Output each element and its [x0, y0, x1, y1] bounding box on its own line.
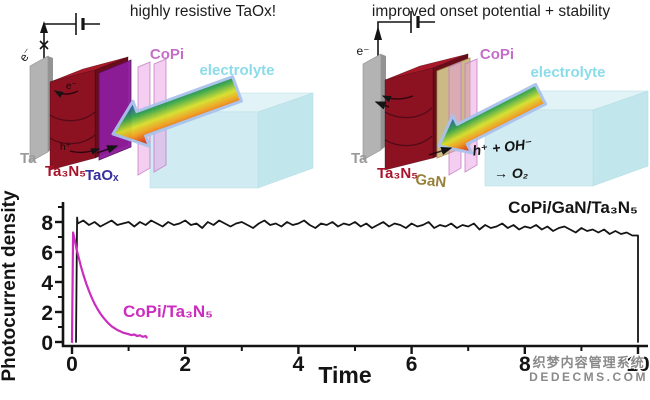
- circuit-wire: [377, 11, 435, 72]
- diagram-panel-copi-taox-ta3n5: highly resistive TaOx! e⁻: [0, 0, 325, 192]
- taox-schematic: highly resistive TaOx! e⁻: [16, 3, 314, 189]
- electron-flow-arrow-icon: [374, 26, 382, 40]
- x-tick-label: 8: [519, 353, 531, 376]
- photocurrent-chart: 0 2 4 6 8 10 0 2 4 6 8 Photocurrent density Time C…: [0, 190, 650, 400]
- inner-electron-label: e⁻: [66, 81, 77, 92]
- electron-arrow-icon: [54, 90, 79, 98]
- axis-ticks: 0 2 4 6 8 10 0 2 4 6 8: [41, 206, 650, 376]
- rainbow-light-arrow-icon: [437, 82, 548, 155]
- diagram-panel-copi-gan-ta3n5: improved onset potential + stability e⁻: [325, 0, 650, 192]
- electrolyte-label: electrolyte: [530, 64, 605, 81]
- x-tick-label: 2: [179, 353, 191, 376]
- ta3n5-box-front: [384, 67, 434, 171]
- ta3n5-label: Ta₃N₅: [45, 163, 86, 180]
- gan-label: GaN: [415, 171, 447, 191]
- watermark-line2: DEDECMS.COM: [529, 369, 648, 384]
- photocurrent-time-plot: 0 2 4 6 8 10 0 2 4 6 8 Photocurrent density Time C…: [0, 190, 650, 388]
- y-tick-label: 4: [41, 272, 53, 295]
- ta-plate: [362, 53, 382, 161]
- ta-plate: [29, 55, 49, 163]
- x-axis-label: Time: [318, 362, 371, 388]
- series-label-copi-ta3n5: CoPi/Ta₃N₅: [123, 302, 213, 321]
- electrolyte-front: [484, 109, 594, 187]
- x-tick-label: 4: [293, 353, 305, 376]
- y-axis-label: Photocurrent density: [0, 190, 20, 382]
- electron-flow-arrow-icon: [40, 21, 48, 33]
- ta3n5-label: Ta₃N₅: [377, 165, 418, 182]
- carrier-arrows: [374, 95, 453, 156]
- x-tick-label: 10: [626, 353, 649, 376]
- electron-arrow-icon: [381, 95, 414, 103]
- y-tick-label: 2: [41, 302, 53, 325]
- y-tick-label: 8: [41, 212, 53, 235]
- y-tick-label: 0: [41, 332, 53, 355]
- hole-transfer-arrow-icon: [96, 145, 119, 154]
- carrier-arrows: [49, 90, 119, 155]
- series-line-0: [75, 216, 639, 343]
- x-tick-label: 0: [66, 353, 78, 376]
- electrolyte-box: [484, 90, 649, 187]
- axes-lines: [61, 202, 648, 348]
- circuit-wire: [39, 13, 100, 60]
- copi-label: CoPi: [480, 46, 514, 63]
- copi-label: CoPi: [150, 46, 184, 63]
- y-tick-label: 6: [41, 242, 53, 265]
- hole-transfer-arrow-icon: [428, 146, 453, 156]
- blocked-cross-icon: [39, 40, 49, 50]
- hole-arrow-icon: [69, 148, 101, 155]
- rainbow-light-arrow-icon: [111, 75, 243, 148]
- reaction-equation-line1: h⁺ + OH⁻: [471, 135, 533, 158]
- taox-label: TaOₓ: [85, 167, 119, 184]
- series-line-1: [70, 231, 148, 344]
- ta-label: Ta: [351, 150, 368, 167]
- chart-series: [70, 216, 639, 344]
- electron-label: e⁻: [16, 45, 35, 64]
- reaction-equation-line2: → O₂: [494, 165, 528, 181]
- inner-hole-label: h⁺: [60, 142, 71, 153]
- panel-title-right: improved onset potential + stability: [372, 3, 610, 20]
- series-label-copi-gan-ta3n5: CoPi/GaN/Ta₃N₅: [508, 198, 638, 217]
- watermark-line1: 织梦内容管理系统: [532, 355, 645, 370]
- gan-schematic: improved onset potential + stability e⁻: [351, 3, 649, 191]
- x-tick-label: 6: [406, 353, 418, 376]
- electrolyte-label: electrolyte: [199, 62, 274, 79]
- panel-title-left: highly resistive TaOx!: [130, 3, 276, 20]
- watermark: 织梦内容管理系统 DEDECMS.COM: [529, 355, 648, 385]
- electron-label: e⁻: [356, 44, 369, 58]
- electron-to-contact-arrow-icon: [374, 101, 390, 110]
- ta-label: Ta: [20, 150, 37, 167]
